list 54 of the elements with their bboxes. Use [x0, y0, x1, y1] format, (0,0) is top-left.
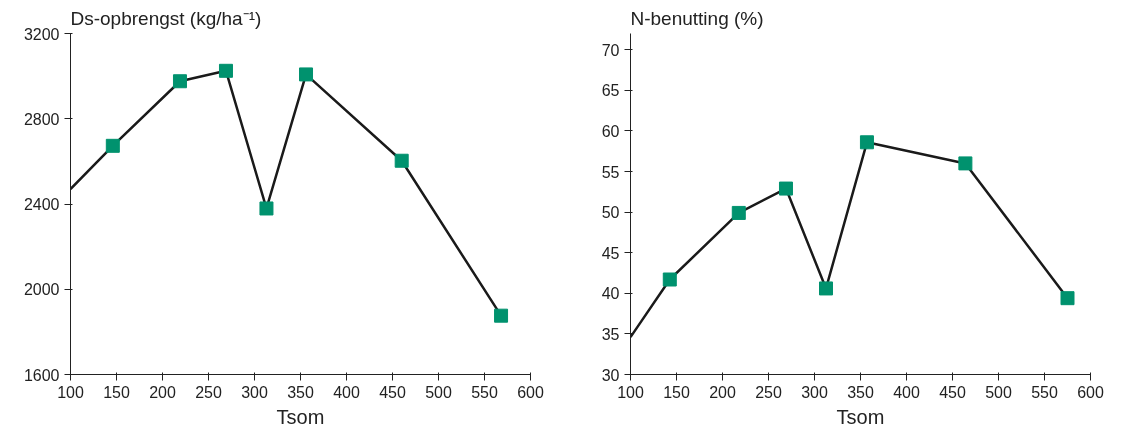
point	[1060, 291, 1075, 306]
x-tick-label: 250	[195, 383, 222, 401]
x-tick-label: 200	[709, 383, 736, 401]
point	[859, 135, 874, 150]
y-tick-label: 35	[601, 325, 620, 343]
y-tick-label: 40	[601, 285, 620, 303]
x-tick-label: 550	[1031, 383, 1058, 401]
y-tick-label: 60	[601, 122, 620, 140]
x-tick-label: 350	[287, 383, 314, 401]
x-tick-label: 150	[663, 383, 690, 401]
point	[105, 138, 120, 153]
y-tick-label: 55	[601, 163, 620, 181]
x-tick-label: 100	[57, 383, 84, 401]
x-tick-label: 400	[333, 383, 360, 401]
x-tick-label: 350	[847, 383, 874, 401]
chart-title: N-benutting (%)	[630, 7, 764, 29]
x-tick-label: 450	[379, 383, 406, 401]
point	[259, 201, 274, 216]
x-tick-label: 500	[985, 383, 1012, 401]
y-tick-label: 1600	[23, 366, 60, 384]
x-tick-label: 200	[149, 383, 176, 401]
y-tick-label: 2400	[23, 196, 60, 213]
chart-title: Ds-opbrengst (kg/ha⁻¹)	[70, 7, 262, 29]
x-tick-label: 400	[893, 383, 920, 401]
point	[172, 74, 187, 89]
point	[299, 67, 314, 82]
point	[662, 272, 677, 287]
x-tick-label: 600	[1077, 383, 1104, 401]
y-tick-label: 65	[601, 82, 620, 100]
point	[778, 181, 793, 196]
x-tick-label: 450	[939, 383, 966, 401]
x-tick-label: 150	[103, 383, 130, 401]
x-tick-label: 600	[517, 383, 544, 401]
y-tick-label: 70	[601, 41, 620, 59]
y-tick-label: 30	[601, 366, 620, 384]
x-axis-title: Tsom	[836, 405, 885, 428]
x-tick-label: 250	[755, 383, 782, 401]
x-tick-label: 500	[425, 383, 452, 401]
x-axis-title: Tsom	[276, 405, 325, 428]
point	[958, 156, 973, 171]
point	[731, 205, 746, 220]
y-tick-label: 2800	[23, 110, 60, 128]
x-tick-label: 100	[617, 383, 644, 401]
x-tick-label: 300	[241, 383, 268, 401]
y-tick-label: 3200	[23, 25, 60, 43]
point	[394, 153, 409, 168]
y-tick-label: 2000	[23, 281, 60, 299]
x-tick-label: 550	[471, 383, 498, 401]
y-tick-label: 45	[601, 244, 620, 262]
point	[819, 281, 833, 296]
x-tick-label: 300	[801, 383, 828, 401]
y-tick-label: 50	[601, 204, 620, 222]
point	[218, 63, 233, 78]
point	[494, 308, 509, 323]
